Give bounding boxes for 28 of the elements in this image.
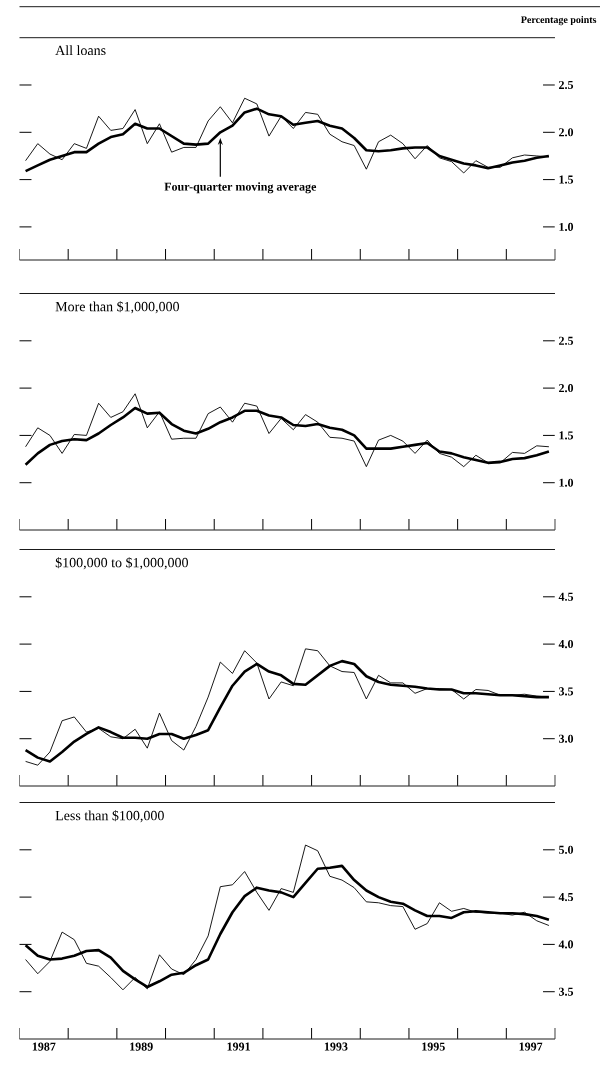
y-tick-label: 5.0 [559, 845, 574, 854]
y-tick-label: 2.5 [559, 336, 574, 345]
x-tick-label: 1989 [130, 1042, 153, 1051]
y-tick-label: 3.5 [558, 687, 574, 696]
y-tick-label: 4.0 [558, 640, 574, 649]
y-axis-title: Percentage points [521, 16, 597, 26]
y-tick-label: 3.5 [558, 987, 574, 996]
chart-title: More than $1,000,000 [55, 301, 180, 314]
y-tick-label: 4.0 [558, 940, 574, 949]
y-tick-label: 1.5 [559, 431, 574, 440]
chart-title: $100,000 to $1,000,000 [55, 557, 188, 570]
x-tick-label: 1993 [324, 1042, 348, 1051]
y-tick-label: 1.5 [559, 175, 574, 184]
x-tick-label: 1991 [227, 1042, 250, 1051]
chart-title: All loans [55, 45, 106, 56]
x-tick-label: 1987 [32, 1042, 56, 1051]
x-tick-label: 1997 [519, 1042, 543, 1051]
y-tick-label: 2.0 [559, 384, 574, 393]
y-tick-label: 2.5 [559, 80, 574, 90]
chart-title: Less than $100,000 [55, 810, 164, 823]
y-tick-label: 1.0 [559, 222, 574, 231]
y-tick-label: 3.0 [558, 734, 574, 743]
text: Four-quarter moving average [164, 182, 317, 194]
y-tick-label: 2.0 [559, 128, 574, 137]
y-tick-label: 4.5 [558, 893, 574, 902]
x-tick-label: 1995 [422, 1042, 445, 1051]
y-tick-label: 4.5 [558, 592, 574, 601]
y-tick-label: 1.0 [559, 478, 574, 487]
